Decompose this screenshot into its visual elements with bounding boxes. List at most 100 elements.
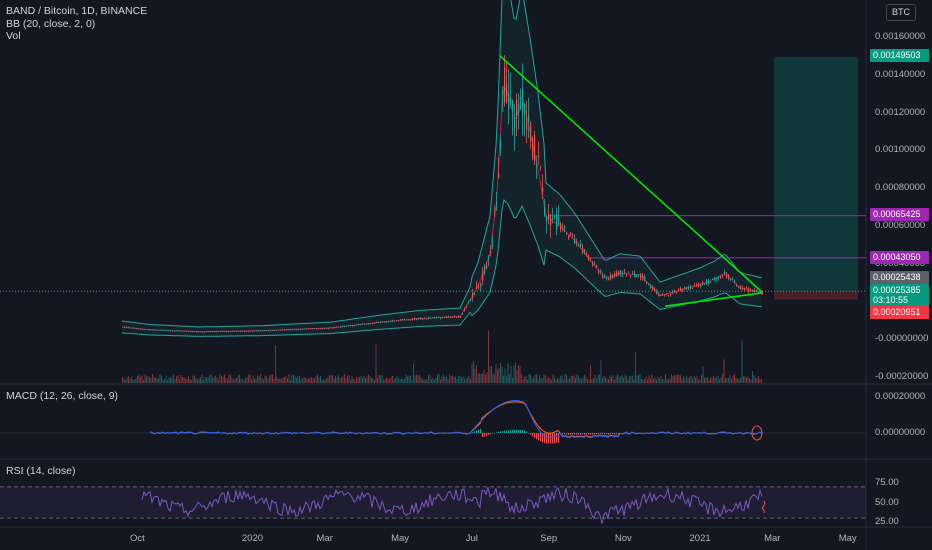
candle-body bbox=[466, 305, 468, 307]
volume-bar bbox=[543, 374, 545, 383]
rsi-indicator-label[interactable]: RSI (14, close) bbox=[6, 465, 76, 477]
volume-bar bbox=[318, 377, 320, 383]
volume-bar bbox=[384, 379, 386, 383]
volume-bar bbox=[399, 379, 401, 383]
macd-hist-bar bbox=[580, 433, 582, 435]
volume-indicator-label[interactable]: Vol bbox=[6, 30, 21, 42]
candle-body bbox=[140, 328, 142, 330]
volume-bar bbox=[371, 377, 372, 383]
bb-indicator-label[interactable]: BB (20, close, 2, 0) bbox=[6, 18, 96, 30]
candle-body bbox=[448, 316, 450, 318]
macd-hist-bar bbox=[722, 432, 724, 434]
macd-hist-bar bbox=[374, 432, 376, 434]
candle-body bbox=[406, 319, 408, 321]
volume-bar bbox=[198, 378, 200, 383]
candle-body bbox=[728, 275, 730, 278]
candle-body bbox=[668, 295, 670, 296]
candle-body bbox=[146, 329, 148, 330]
volume-bar bbox=[296, 377, 297, 383]
volume-bar bbox=[554, 377, 555, 383]
candle-body bbox=[684, 287, 686, 289]
volume-bar bbox=[758, 376, 759, 383]
volume-bar bbox=[138, 374, 140, 383]
candle-body bbox=[516, 99, 518, 117]
candle-body bbox=[512, 100, 514, 112]
volume-bar bbox=[671, 374, 672, 383]
volume-bar bbox=[197, 379, 198, 383]
volume-bar bbox=[137, 375, 138, 383]
candle-body bbox=[328, 327, 330, 329]
volume-bar bbox=[753, 375, 755, 383]
volume-bar bbox=[510, 366, 512, 383]
macd-hist-bar bbox=[572, 433, 574, 435]
candle-body bbox=[482, 271, 484, 281]
candle-body bbox=[344, 326, 346, 328]
volume-bar bbox=[569, 378, 570, 383]
macd-hist-bar bbox=[216, 432, 218, 434]
candle-body bbox=[490, 251, 492, 254]
candle-body bbox=[584, 249, 586, 253]
macd-hist-bar bbox=[172, 432, 174, 434]
volume-bar bbox=[125, 379, 126, 383]
macd-indicator-label[interactable]: MACD (12, 26, close, 9) bbox=[6, 390, 119, 402]
candle-body bbox=[664, 294, 666, 296]
volume-bar bbox=[560, 375, 561, 383]
candle-body bbox=[644, 277, 646, 281]
volume-bar bbox=[642, 379, 644, 383]
volume-bar bbox=[236, 378, 237, 383]
time-tick-label: May bbox=[838, 533, 857, 544]
candle-body bbox=[438, 317, 440, 318]
candle-body bbox=[612, 275, 614, 279]
volume-bar bbox=[558, 378, 560, 383]
volume-bar bbox=[624, 374, 626, 383]
volume-bar bbox=[606, 378, 608, 383]
volume-bar bbox=[423, 379, 425, 383]
candle-body bbox=[654, 288, 656, 291]
candle-body bbox=[478, 285, 480, 287]
candle-body bbox=[590, 258, 592, 259]
candle-body bbox=[504, 67, 506, 103]
volume-bar bbox=[333, 378, 335, 383]
macd-hist-bar bbox=[754, 433, 756, 434]
candle-body bbox=[306, 328, 308, 330]
volume-bar bbox=[704, 377, 705, 383]
candle-body bbox=[206, 331, 208, 333]
volume-bar bbox=[669, 378, 671, 383]
candle-body bbox=[686, 287, 688, 289]
volume-bar bbox=[570, 376, 572, 383]
volume-bar bbox=[551, 379, 552, 383]
volume-bar bbox=[192, 375, 194, 383]
volume-bar bbox=[332, 375, 333, 383]
candle-body bbox=[204, 331, 206, 333]
currency-button[interactable]: BTC bbox=[886, 4, 916, 21]
candle-body bbox=[452, 316, 454, 318]
volume-bar bbox=[539, 375, 540, 383]
candle-body bbox=[620, 270, 622, 276]
volume-bar bbox=[276, 376, 278, 383]
candle-body bbox=[636, 274, 638, 277]
volume-bar bbox=[596, 378, 597, 383]
candle-body bbox=[392, 320, 394, 322]
candle-body bbox=[122, 326, 124, 328]
macd-hist-bar bbox=[530, 433, 532, 435]
volume-bar bbox=[185, 378, 186, 383]
time-tick-label: Sep bbox=[540, 533, 558, 544]
candle-body bbox=[698, 284, 700, 287]
volume-bar bbox=[696, 375, 698, 383]
volume-bar bbox=[210, 374, 212, 383]
candle-body bbox=[460, 317, 462, 318]
volume-bar bbox=[557, 378, 558, 383]
price-tag: 03:10:55 bbox=[870, 294, 929, 307]
volume-bar bbox=[231, 377, 233, 383]
volume-bar bbox=[347, 375, 348, 383]
macd-hist-bar bbox=[566, 433, 568, 435]
volume-bar bbox=[272, 374, 273, 383]
candle-body bbox=[548, 214, 550, 219]
candle-body bbox=[256, 330, 258, 332]
volume-bar bbox=[498, 367, 500, 383]
macd-histogram bbox=[150, 428, 764, 444]
candle-body bbox=[414, 318, 416, 320]
volume-bar bbox=[665, 374, 666, 383]
candle-body bbox=[568, 235, 570, 238]
